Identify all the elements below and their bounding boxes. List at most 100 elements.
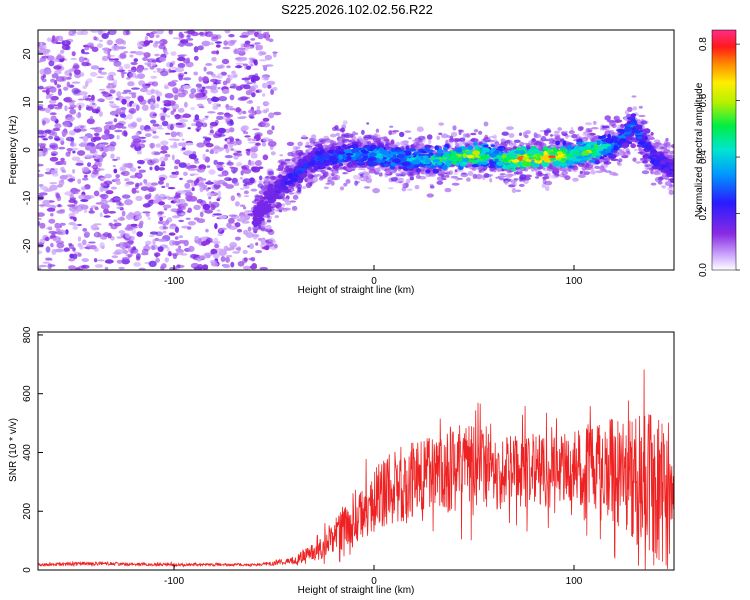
ridge-core-blob <box>599 156 605 160</box>
noise-blob <box>228 225 238 230</box>
noise-blob <box>39 57 47 62</box>
noise-blob <box>38 267 42 270</box>
noise-blob <box>252 84 259 89</box>
noise-blob <box>262 82 268 89</box>
noise-blob <box>193 46 199 53</box>
ridge-halo-blob <box>583 171 591 175</box>
noise-blob <box>196 199 203 204</box>
noise-blob <box>250 38 256 41</box>
noise-blob <box>38 217 42 220</box>
ridge-halo-blob <box>667 186 673 191</box>
noise-blob <box>39 42 43 47</box>
noise-blob <box>217 73 223 80</box>
ridge-halo-blob <box>284 207 291 211</box>
noise-blob <box>195 83 202 88</box>
noise-blob <box>48 230 57 234</box>
ridge-halo-blob <box>441 175 446 179</box>
ridge-halo-blob <box>524 174 533 178</box>
noise-blob <box>183 171 188 176</box>
ridge-halo-blob <box>518 176 523 182</box>
noise-blob <box>42 44 47 50</box>
noise-blob <box>83 52 90 55</box>
noise-blob <box>73 127 82 133</box>
ridge-halo-blob <box>574 166 579 170</box>
noise-blob <box>157 215 167 218</box>
noise-blob <box>121 126 127 129</box>
noise-blob <box>41 55 49 59</box>
ridge-halo-blob <box>557 127 562 131</box>
noise-blob <box>185 166 192 170</box>
ridge-core-blob <box>338 162 343 167</box>
noise-blob <box>187 221 196 226</box>
noise-blob <box>158 201 166 206</box>
noise-blob <box>225 104 230 109</box>
noise-blob <box>226 248 232 251</box>
noise-blob <box>165 132 171 135</box>
noise-blob <box>167 196 172 201</box>
noise-blob <box>68 107 75 110</box>
noise-blob <box>225 254 233 258</box>
noise-blob <box>262 154 269 161</box>
noise-blob <box>98 88 106 91</box>
noise-blob <box>48 218 56 224</box>
noise-blob <box>158 167 166 171</box>
noise-blob <box>156 96 161 102</box>
ridge-halo-blob <box>603 161 612 165</box>
ridge-halo-blob <box>306 178 313 183</box>
ridge-halo-blob <box>587 127 593 132</box>
ridge-halo-blob <box>653 139 661 144</box>
noise-blob <box>154 54 160 57</box>
noise-blob <box>108 124 117 131</box>
noise-blob <box>68 265 76 270</box>
noise-blob <box>251 166 261 173</box>
noise-blob <box>149 142 156 149</box>
ridge-halo-blob <box>650 182 657 186</box>
noise-blob <box>134 216 142 220</box>
noise-blob <box>149 231 158 235</box>
noise-blob <box>235 247 241 251</box>
ridge-halo-blob <box>632 106 638 111</box>
ridge-halo-blob <box>531 138 536 142</box>
ridge-halo-blob <box>561 168 569 172</box>
noise-blob <box>106 84 113 91</box>
ridge-halo-blob <box>585 122 592 126</box>
noise-blob <box>136 73 146 79</box>
noise-blob <box>163 99 172 105</box>
noise-blob <box>113 252 120 255</box>
noise-blob <box>121 194 131 199</box>
noise-blob <box>108 101 115 104</box>
noise-blob <box>202 178 207 181</box>
noise-blob <box>245 46 255 49</box>
noise-blob <box>145 240 152 246</box>
noise-blob <box>243 84 251 90</box>
noise-blob <box>45 107 51 114</box>
noise-blob <box>49 182 58 185</box>
noise-blob <box>112 79 118 86</box>
ridge-core-blob <box>260 199 264 204</box>
noise-blob <box>55 76 65 82</box>
ridge-halo-blob <box>508 142 513 147</box>
noise-blob <box>176 131 181 136</box>
noise-blob <box>177 142 185 147</box>
noise-blob <box>55 240 65 245</box>
noise-blob <box>215 248 225 251</box>
noise-blob <box>194 114 200 121</box>
ridge-halo-blob <box>548 141 554 145</box>
noise-blob <box>178 219 184 223</box>
noise-blob <box>154 165 160 172</box>
noise-blob <box>257 44 263 51</box>
noise-blob <box>190 88 197 94</box>
noise-blob <box>223 40 228 46</box>
ridge-halo-blob <box>489 178 493 183</box>
noise-blob <box>248 109 255 114</box>
noise-blob <box>135 51 144 56</box>
noise-blob <box>38 212 45 217</box>
noise-blob <box>227 74 231 78</box>
ridge-halo-blob <box>651 171 660 175</box>
noise-blob <box>236 228 243 233</box>
noise-blob <box>125 253 134 257</box>
noise-blob <box>128 107 137 114</box>
noise-blob <box>166 246 170 252</box>
noise-blob <box>131 87 140 90</box>
ridge-halo-blob <box>408 137 412 140</box>
